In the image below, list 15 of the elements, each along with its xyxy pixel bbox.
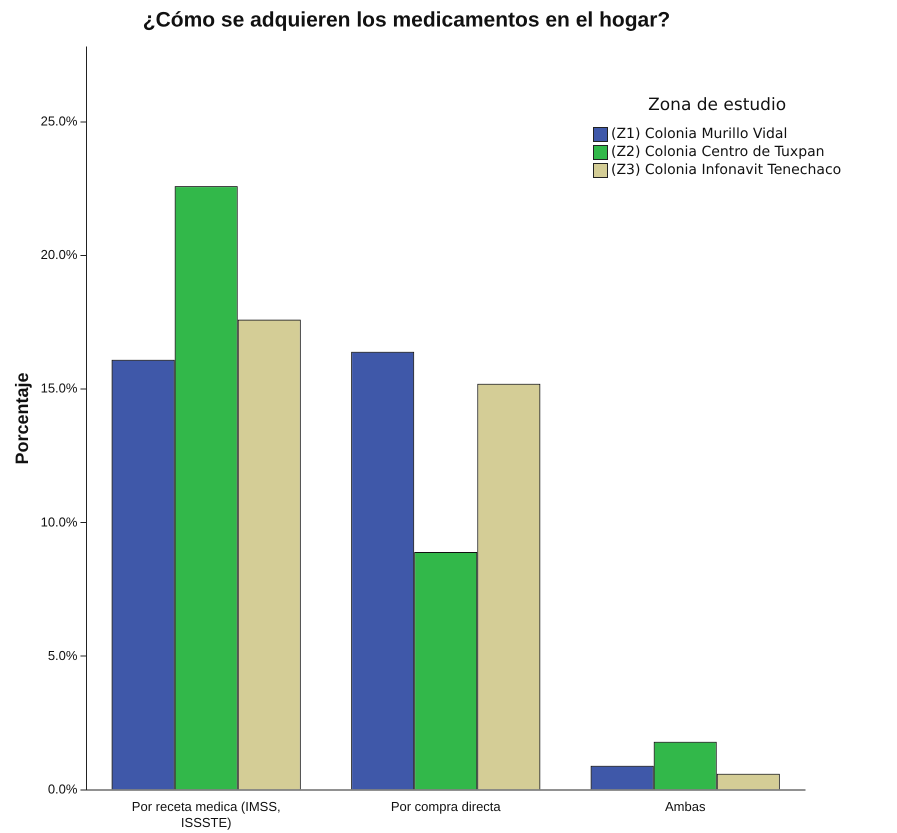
y-tick-label: 10.0%: [40, 514, 78, 530]
x-tick-label: Por receta medica (IMSS, ISSSTE): [132, 799, 281, 830]
y-tick-label: 20.0%: [40, 247, 78, 262]
y-tick-label: 5.0%: [48, 648, 78, 663]
y-tick-label: 0.0%: [48, 781, 78, 796]
chart-title: ¿Cómo se adquieren los medicamentos en el hogar?: [142, 8, 670, 32]
y-tick-label: 25.0%: [40, 114, 78, 129]
y-tick-label: 15.0%: [40, 380, 78, 396]
legend-title: Zona de estudio: [647, 95, 788, 115]
x-tick-label: Ambas: [665, 799, 706, 814]
legend-label: (Z2) Colonia Centro de Tuxpan: [611, 144, 825, 160]
y-axis-title: Porcentaje: [12, 372, 32, 465]
legend-label: (Z1) Colonia Murillo Vidal: [611, 126, 788, 142]
x-tick-label: Por compra directa: [390, 799, 502, 814]
legend-label: (Z3) Colonia Infonavit Tenechaco: [611, 162, 842, 178]
